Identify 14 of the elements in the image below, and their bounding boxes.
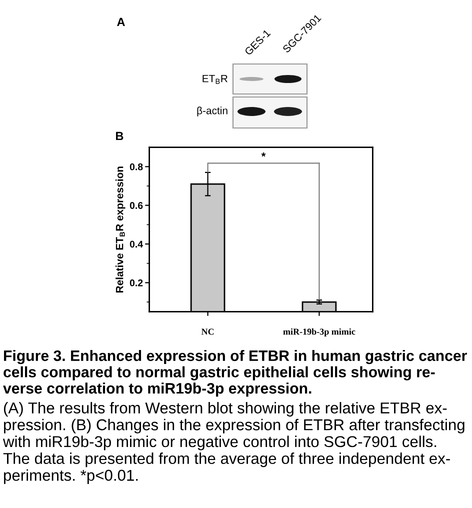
text: A (117, 18, 125, 26)
text: B (116, 132, 124, 140)
x-tick-label: miR-19b-3p mimic (283, 328, 356, 337)
text: β-actin (197, 106, 228, 116)
x-tick-label: NC (201, 328, 214, 335)
text: (A) The results from Western blot showing the relative ETBR ex- pression. (B) Changes in the expression of ETBR after transfecting with miR19b-3p mimic or negative control into SGC-7901 cells. The data is presented from the average of three independent ex- periments. *p<0.01. (2, 402, 464, 484)
y-tick-label: 0.2 (130, 279, 143, 286)
text: Figure 3. Enhanced expression of ETBR in human gastric cancer cells compared to normal gastric epithelial cells showing re- verse correlation to miR19b-3p expression. (3, 350, 467, 397)
annotation: * (261, 152, 266, 157)
y-tick-label: 0.6 (130, 202, 143, 209)
text: ET$_{B}$R (202, 75, 228, 84)
y-tick-label: 0.4 (130, 240, 143, 248)
y-axis-title: Relative ET$_{B}$R expression (116, 166, 126, 292)
y-tick-label: 0.8 (130, 163, 143, 170)
